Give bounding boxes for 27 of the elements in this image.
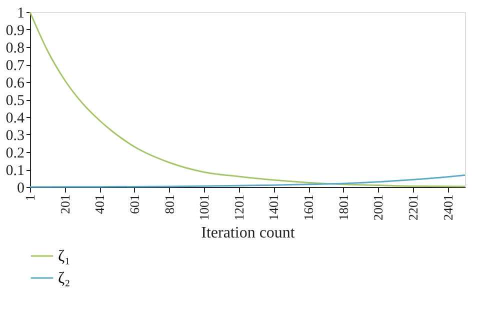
y-tick-label: 0.6 bbox=[6, 76, 25, 92]
legend-label: ζ₁ bbox=[58, 248, 70, 265]
x-tick-label: 2201 bbox=[405, 194, 420, 220]
y-tick-label: 0.3 bbox=[6, 128, 24, 144]
x-tick-label: 401 bbox=[92, 194, 108, 214]
x-tick-label: 1601 bbox=[301, 194, 316, 220]
x-tick-label: 1001 bbox=[196, 194, 212, 220]
y-tick-label: 0.1 bbox=[6, 163, 24, 179]
x-tick-label: 2001 bbox=[370, 194, 386, 220]
x-tick-label: 1201 bbox=[231, 194, 246, 220]
x-tick-label: 2401 bbox=[440, 194, 456, 220]
x-tick-label: 201 bbox=[57, 194, 72, 214]
y-tick-label: 0.8 bbox=[6, 40, 24, 56]
x-tick-label: 1 bbox=[22, 194, 38, 201]
y-tick-label: 1 bbox=[17, 6, 24, 22]
y-tick-label: 0.4 bbox=[6, 110, 25, 126]
x-tick-label: 1401 bbox=[266, 194, 282, 220]
legend-label: ζ₂ bbox=[58, 270, 70, 287]
x-tick-label: 1801 bbox=[336, 194, 351, 220]
x-tick-label: 601 bbox=[126, 194, 142, 214]
y-tick-label: 0.2 bbox=[6, 146, 24, 162]
y-tick-label: 0.9 bbox=[6, 23, 24, 39]
y-tick-label: 0 bbox=[17, 180, 24, 196]
y-tick-label: 0.5 bbox=[6, 93, 24, 109]
x-axis-title: Iteration count bbox=[201, 224, 296, 242]
y-tick-label: 0.7 bbox=[6, 58, 25, 74]
x-tick-label: 801 bbox=[162, 194, 177, 214]
